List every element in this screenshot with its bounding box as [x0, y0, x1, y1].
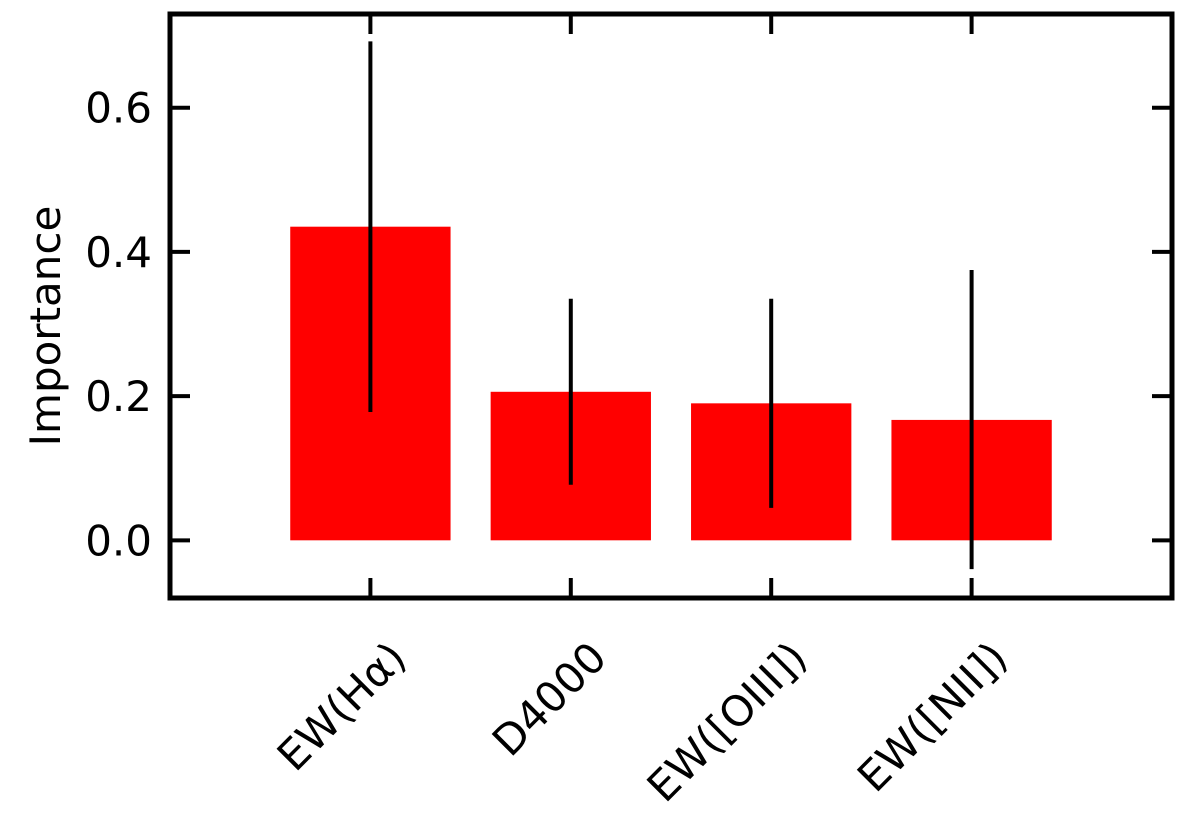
y-tick-label: 0.0: [85, 516, 152, 565]
x-tick-labels: EW(Hα) D4000 EW([OIII]) EW([NII]): [268, 632, 1017, 811]
y-tick-label: 0.4: [85, 228, 152, 277]
plot-frame: [167, 11, 1175, 601]
x-tick-label: EW([NII]): [848, 632, 1017, 801]
error-bars-layer: [368, 41, 974, 570]
x-tick-label: EW([OIII]): [638, 632, 817, 811]
x-tick-label: D4000: [483, 632, 616, 765]
y-tick-label: 0.2: [85, 372, 152, 421]
ticks-layer: [170, 14, 1172, 598]
x-tick-label: EW(Hα): [268, 632, 416, 780]
y-tick-label: 0.6: [85, 84, 152, 133]
y-axis-label: Importance: [21, 206, 70, 447]
y-tick-labels: 0.0 0.2 0.4 0.6: [85, 84, 152, 566]
bars-layer: [290, 226, 1052, 541]
